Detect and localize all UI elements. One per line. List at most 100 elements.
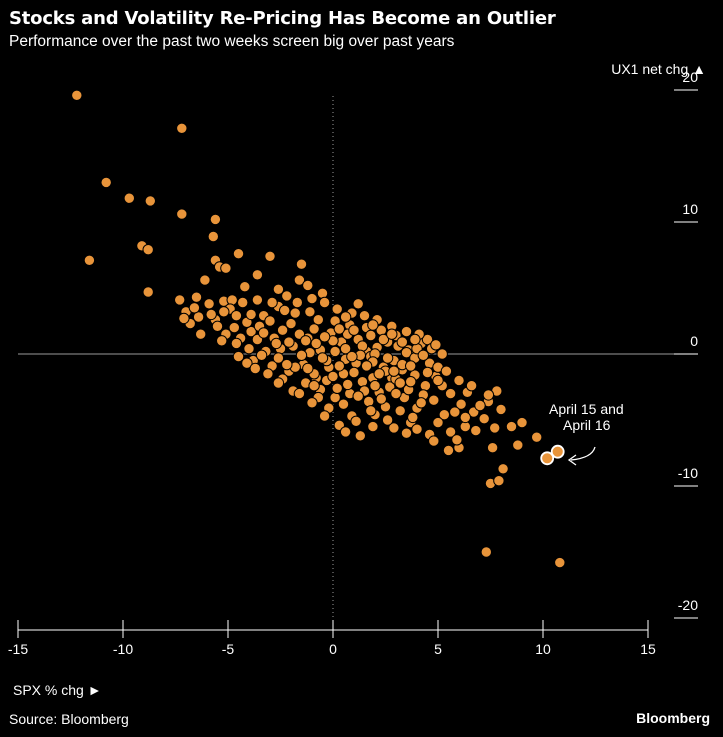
- data-point: [83, 254, 96, 266]
- data-point: [495, 403, 507, 416]
- data-point: [144, 195, 157, 207]
- data-point: [388, 365, 400, 377]
- data-point: [531, 431, 543, 443]
- data-point: [308, 380, 320, 392]
- data-point: [237, 296, 249, 309]
- data-point: [291, 296, 303, 309]
- data-point: [176, 122, 188, 135]
- data-point: [405, 360, 417, 372]
- data-point: [174, 294, 186, 306]
- data-point: [451, 434, 463, 446]
- x-tick-label: -5: [222, 641, 235, 657]
- data-point: [142, 286, 154, 298]
- data-point: [465, 380, 478, 392]
- data-point: [352, 298, 364, 310]
- data-point: [232, 350, 245, 363]
- x-tick-label: -10: [113, 641, 133, 657]
- data-point: [230, 337, 243, 350]
- data-point: [318, 331, 331, 343]
- data-point: [281, 358, 293, 371]
- x-tick-label: 10: [535, 641, 551, 657]
- data-point: [421, 333, 434, 346]
- data-point: [258, 327, 270, 339]
- data-point: [346, 350, 358, 363]
- data-point: [474, 399, 486, 412]
- data-point: [436, 348, 448, 360]
- data-point: [400, 325, 413, 338]
- data-point: [249, 362, 262, 375]
- data-point: [218, 306, 230, 318]
- data-point: [377, 333, 390, 346]
- data-point: [363, 395, 375, 408]
- data-point: [360, 360, 373, 372]
- x-tick-label: 0: [329, 641, 337, 657]
- data-point: [199, 274, 211, 286]
- y-tick-label: 10: [682, 201, 698, 217]
- data-point: [348, 324, 360, 336]
- data-point: [251, 294, 264, 306]
- data-point: [255, 349, 268, 361]
- data-point: [455, 398, 467, 410]
- data-point: [262, 368, 274, 380]
- data-point: [409, 333, 421, 346]
- data-point: [444, 387, 457, 400]
- data-point: [459, 411, 471, 424]
- data-point: [348, 366, 360, 379]
- data-point: [438, 409, 450, 421]
- points-layer: [71, 89, 566, 569]
- data-point: [295, 349, 308, 361]
- chart-subtitle: Performance over the past two weeks scre…: [9, 33, 455, 50]
- data-point: [293, 387, 306, 400]
- data-point: [245, 325, 257, 338]
- data-point: [302, 362, 314, 375]
- data-point: [327, 370, 339, 383]
- data-point: [211, 320, 224, 332]
- data-point: [342, 378, 354, 391]
- data-point: [388, 422, 400, 434]
- data-point: [176, 208, 188, 220]
- data-point: [272, 352, 285, 364]
- data-point: [478, 413, 490, 425]
- highlight-data-point: [540, 451, 555, 466]
- data-point: [295, 258, 308, 270]
- data-point: [497, 463, 509, 475]
- annotation-arrow-icon: [570, 446, 596, 461]
- data-point: [333, 323, 345, 335]
- data-point: [480, 546, 492, 558]
- data-point: [285, 317, 297, 330]
- data-point: [356, 376, 369, 388]
- data-point: [482, 389, 495, 401]
- x-tick-label: 5: [434, 641, 442, 657]
- data-point: [251, 269, 264, 281]
- data-point: [428, 394, 440, 406]
- data-point: [339, 426, 352, 438]
- data-point: [373, 368, 385, 380]
- data-point: [318, 410, 331, 422]
- data-point: [71, 89, 83, 102]
- data-point: [216, 335, 228, 347]
- data-point: [293, 274, 306, 286]
- data-point: [419, 380, 432, 392]
- data-point: [337, 398, 350, 410]
- y-tick-label: 20: [682, 69, 698, 85]
- data-point: [142, 244, 154, 256]
- data-point: [192, 311, 205, 323]
- data-point: [367, 319, 379, 331]
- data-point: [300, 335, 312, 347]
- data-point: [331, 303, 343, 315]
- data-point: [205, 308, 217, 321]
- data-point: [272, 377, 285, 389]
- data-point: [432, 416, 444, 429]
- data-point: [226, 294, 238, 306]
- data-point: [289, 307, 301, 319]
- data-point: [405, 376, 417, 388]
- data-point: [239, 281, 251, 293]
- data-point: [442, 444, 455, 457]
- y-tick-label: 0: [690, 333, 698, 349]
- data-point: [375, 393, 387, 405]
- data-point: [283, 336, 295, 348]
- data-point: [329, 345, 341, 358]
- data-point: [209, 213, 222, 226]
- data-point: [241, 357, 253, 369]
